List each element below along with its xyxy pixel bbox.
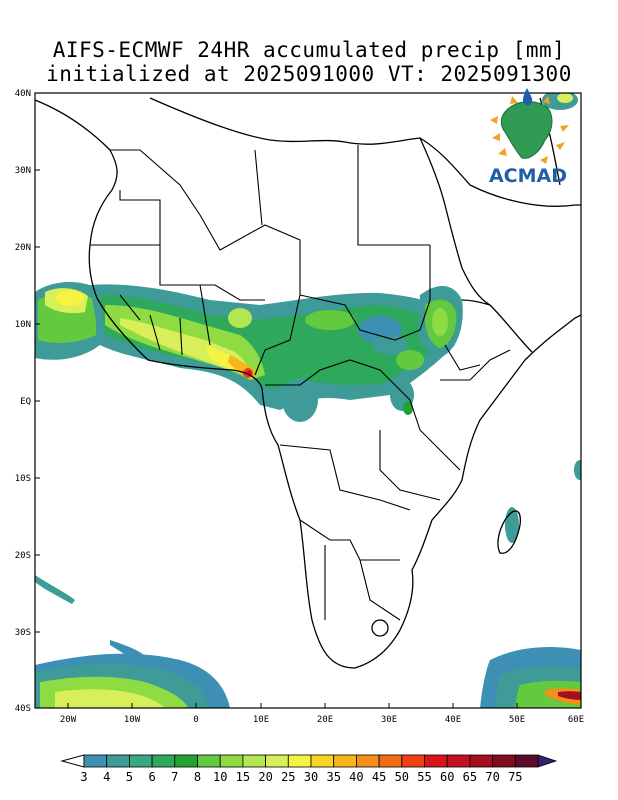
- precip-field: [35, 93, 581, 708]
- colorbar-label: 35: [326, 770, 340, 784]
- africa-logo-icon: [500, 101, 553, 159]
- colorbar-swatch: [265, 754, 289, 768]
- colorbar-swatch: [514, 754, 539, 768]
- colorbar-label: 30: [304, 770, 318, 784]
- colorbar-swatch: [333, 754, 357, 768]
- lon-tick-label: 30E: [381, 715, 397, 725]
- sun-rays-icon: [490, 96, 569, 164]
- colorbar-label: 3: [80, 770, 87, 784]
- colorbar-label: 50: [395, 770, 409, 784]
- lon-tick-label: 10E: [253, 715, 269, 725]
- colorbar-label: 70: [485, 770, 499, 784]
- colorbar-swatch: [401, 754, 425, 768]
- lat-axis: 40N 30N 20N 10N EQ 10S 20S 30S 40S: [15, 89, 31, 714]
- colorbar-high-arrow: [537, 754, 558, 768]
- colorbar-label: 65: [463, 770, 477, 784]
- lat-tick-label: EQ: [20, 397, 31, 407]
- colorbar-swatch: [355, 754, 380, 768]
- colorbar-label: 55: [417, 770, 431, 784]
- colorbar-label: 45: [372, 770, 386, 784]
- lat-tick-label: 20N: [15, 243, 31, 253]
- colorbar: 3 4 5 6 7 8 10 15 20 25 30 35 40 45 50 55 60 65 70 75: [60, 754, 558, 784]
- colorbar-label: 8: [194, 770, 201, 784]
- map-title-line2: initialized at 2025091000 VT: 2025091300: [46, 62, 572, 86]
- colorbar-swatch: [310, 754, 335, 768]
- logo-text: ACMAD: [489, 165, 567, 187]
- lat-tick-label: 30N: [15, 166, 31, 176]
- colorbar-swatch: [174, 754, 198, 768]
- acmad-logo: ACMAD: [489, 88, 569, 187]
- colorbar-label: 7: [171, 770, 178, 784]
- map-title-line1: AIFS-ECMWF 24HR accumulated precip [mm]: [52, 38, 566, 62]
- lat-tick-label: 40N: [15, 89, 31, 99]
- colorbar-label: 15: [236, 770, 250, 784]
- axis-ticks: [35, 92, 582, 709]
- lat-tick-label: 30S: [15, 628, 31, 638]
- lat-tick-label: 20S: [15, 551, 31, 561]
- colorbar-swatch: [378, 754, 403, 768]
- colorbar-label: 5: [126, 770, 133, 784]
- lon-tick-label: 20E: [317, 715, 333, 725]
- colorbar-swatch: [287, 754, 312, 768]
- colorbar-swatch: [242, 754, 266, 768]
- colorbar-label: 25: [281, 770, 295, 784]
- colorbar-label: 20: [258, 770, 272, 784]
- colorbar-swatch: [469, 754, 493, 768]
- country-borders: [90, 145, 511, 621]
- lon-tick-label: 20W: [60, 715, 77, 725]
- map-area: [35, 93, 581, 708]
- lon-axis: 20W 10W 0 10E 20E 30E 40E 50E 60E: [60, 715, 584, 725]
- colorbar-label: 75: [508, 770, 522, 784]
- raindrop-icon: [523, 88, 533, 106]
- lon-tick-label: 60E: [568, 715, 584, 725]
- colorbar-label: 10: [213, 770, 227, 784]
- colorbar-swatch: [424, 754, 448, 768]
- colorbar-label: 6: [148, 770, 155, 784]
- colorbar-swatch: [128, 754, 153, 768]
- colorbar-label: 40: [349, 770, 363, 784]
- lat-tick-label: 40S: [15, 704, 31, 714]
- colorbar-swatch: [219, 754, 244, 768]
- lon-tick-label: 0: [193, 715, 198, 725]
- colorbar-label: 60: [440, 770, 454, 784]
- lat-tick-label: 10N: [15, 320, 31, 330]
- colorbar-swatch: [83, 754, 108, 768]
- colorbar-label: 4: [103, 770, 110, 784]
- colorbar-swatch: [197, 754, 221, 768]
- colorbar-swatch: [492, 754, 516, 768]
- lon-tick-label: 10W: [124, 715, 141, 725]
- lon-tick-label: 40E: [445, 715, 461, 725]
- lon-tick-label: 50E: [509, 715, 525, 725]
- colorbar-swatch: [446, 754, 471, 768]
- colorbar-low-arrow: [60, 754, 85, 768]
- colorbar-swatch: [151, 754, 176, 768]
- colorbar-swatch: [106, 754, 130, 768]
- lat-tick-label: 10S: [15, 474, 31, 484]
